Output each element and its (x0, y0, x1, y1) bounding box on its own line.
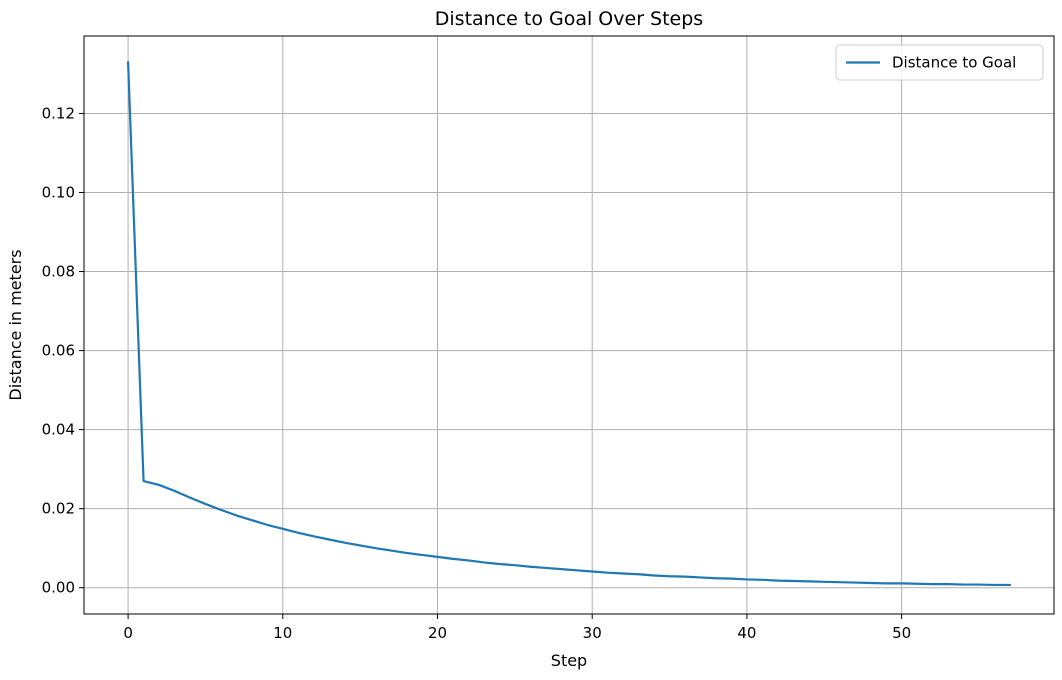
x-tick-label: 20 (428, 624, 447, 642)
y-tick-label: 0.02 (42, 500, 75, 518)
ticks: 0 10 20 30 40 50 0.00 0.02 0.04 0.06 0.08 0.10 0.12 (42, 104, 912, 642)
x-tick-label: 0 (123, 624, 133, 642)
x-tick-label: 30 (583, 624, 602, 642)
y-axis-label: Distance in meters (6, 249, 25, 400)
plot-frame (83, 35, 1055, 615)
grid (84, 36, 1054, 614)
x-tick-label: 10 (273, 624, 292, 642)
y-tick-label: 0.06 (42, 342, 75, 360)
y-tick-label: 0.12 (42, 104, 75, 122)
x-axis-label: Step (551, 651, 587, 670)
legend: Distance to Goal (835, 44, 1044, 81)
y-tick-label: 0.10 (42, 184, 75, 202)
x-tick-label: 50 (892, 624, 911, 642)
series-layer (126, 60, 1012, 587)
legend-label: Distance to Goal (892, 54, 1016, 72)
legend-box (835, 44, 1044, 81)
chart-title: Distance to Goal Over Steps (435, 8, 703, 30)
y-tick-label: 0.04 (42, 421, 75, 439)
series-line-distance-to-goal (126, 60, 1012, 587)
y-tick-label: 0.08 (42, 263, 75, 281)
y-tick-label: 0.00 (42, 579, 75, 597)
x-tick-label: 40 (737, 624, 756, 642)
